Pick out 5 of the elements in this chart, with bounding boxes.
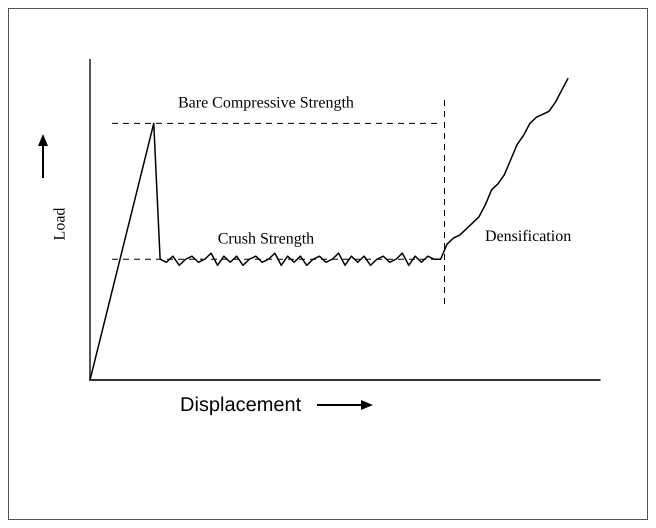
- annotation: Densification: [485, 228, 572, 246]
- ref-line-label: Crush Strength: [218, 230, 314, 248]
- y-axis-title: Load: [51, 208, 70, 240]
- ref-line-label: Bare Compressive Strength: [178, 94, 354, 112]
- x-axis-title: Displacement: [180, 394, 302, 417]
